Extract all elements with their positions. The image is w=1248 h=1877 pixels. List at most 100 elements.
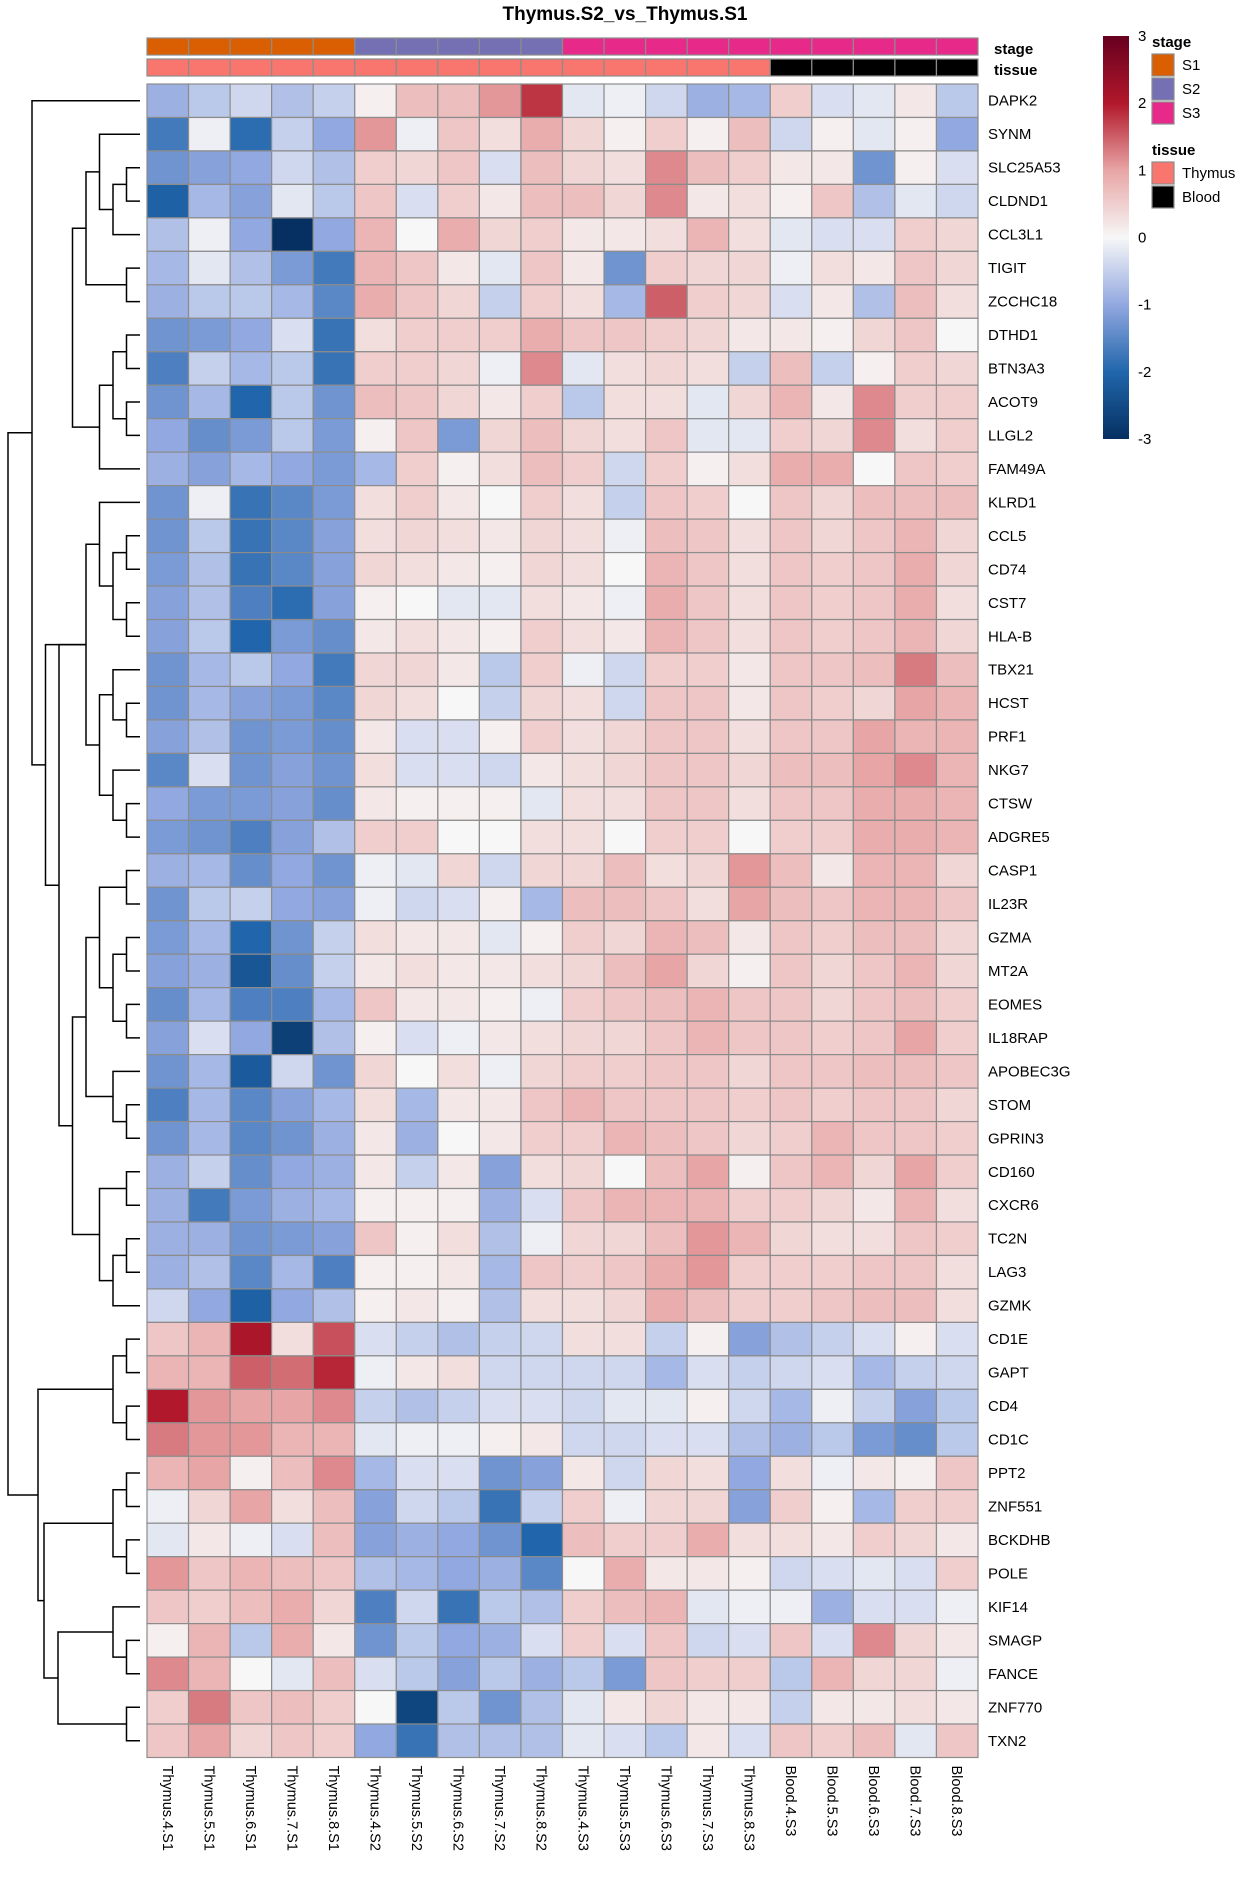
heatmap-cell bbox=[312, 1422, 356, 1457]
heatmap-cell bbox=[728, 83, 771, 119]
heatmap-cell bbox=[769, 1723, 813, 1759]
row-label: NKG7 bbox=[988, 762, 1029, 779]
heatmap-cell bbox=[811, 183, 854, 219]
heatmap-cell bbox=[437, 1087, 481, 1123]
dendrogram-branch bbox=[112, 351, 127, 420]
stage-annotation-cell bbox=[769, 37, 813, 56]
heatmap-cell bbox=[811, 485, 854, 520]
heatmap-cell bbox=[769, 752, 813, 788]
heatmap-cell bbox=[187, 1388, 231, 1424]
heatmap-cell bbox=[686, 1087, 730, 1123]
heatmap-cell bbox=[644, 1589, 688, 1625]
tissue-annotation-cell bbox=[478, 58, 522, 77]
row-label: GZMK bbox=[988, 1298, 1031, 1315]
heatmap-cell bbox=[478, 150, 522, 186]
heatmap-cell bbox=[852, 451, 896, 487]
heatmap-cell bbox=[935, 719, 979, 754]
heatmap-cell bbox=[146, 585, 190, 621]
heatmap-cell bbox=[229, 1689, 273, 1725]
heatmap-cell bbox=[644, 886, 688, 922]
heatmap-cell bbox=[437, 1388, 481, 1424]
row-label: BCKDHB bbox=[988, 1532, 1051, 1549]
column-label: Blood.5.S3 bbox=[824, 1766, 840, 1837]
heatmap-cell bbox=[187, 1154, 231, 1190]
heatmap-cell bbox=[354, 1154, 397, 1190]
heatmap-cell bbox=[561, 485, 605, 520]
heatmap-cell bbox=[561, 920, 605, 955]
color-scale-legend: 3 2 1 0 -1 -2 -3 bbox=[1103, 28, 1151, 448]
dendrogram-branch bbox=[125, 602, 140, 638]
stage-legend-swatch bbox=[1151, 101, 1175, 125]
heatmap-cell bbox=[728, 953, 771, 989]
heatmap-cell bbox=[852, 618, 896, 654]
heatmap-cell bbox=[395, 1422, 439, 1457]
heatmap-cell bbox=[561, 1489, 605, 1524]
heatmap-cell bbox=[187, 685, 231, 721]
heatmap-cell bbox=[852, 1388, 896, 1424]
heatmap-cell bbox=[852, 1154, 896, 1190]
heatmap-cell bbox=[603, 317, 647, 353]
heatmap-cell bbox=[187, 1689, 231, 1725]
heatmap-cell bbox=[935, 1489, 979, 1524]
heatmap-cell bbox=[644, 618, 688, 654]
heatmap-cell bbox=[728, 116, 771, 152]
color-scale-tick: 2 bbox=[1138, 95, 1146, 112]
tissue-annotation-cell bbox=[935, 58, 979, 77]
heatmap-cell bbox=[271, 351, 314, 386]
heatmap-cell bbox=[644, 1656, 688, 1692]
heatmap-cell bbox=[520, 752, 564, 788]
tissue-legend-label: Thymus bbox=[1182, 165, 1235, 182]
heatmap-cell bbox=[603, 1054, 647, 1089]
row-label: CD4 bbox=[988, 1398, 1018, 1415]
dendrogram-branch bbox=[125, 1338, 140, 1374]
heatmap-cell bbox=[520, 618, 564, 654]
heatmap-cell bbox=[852, 1623, 896, 1658]
heatmap-cell bbox=[478, 250, 522, 286]
heatmap-cell bbox=[935, 451, 979, 487]
heatmap-cell bbox=[603, 920, 647, 955]
heatmap-cell bbox=[271, 853, 314, 888]
heatmap-cell bbox=[187, 886, 231, 922]
heatmap-cell bbox=[603, 1321, 647, 1357]
heatmap-cell bbox=[561, 1656, 605, 1692]
stage-annotation-cell bbox=[935, 37, 979, 56]
heatmap-cell bbox=[686, 1656, 730, 1692]
heatmap-cell bbox=[520, 1087, 564, 1123]
heatmap-cell bbox=[728, 1154, 771, 1190]
heatmap-cell bbox=[852, 1254, 896, 1290]
heatmap-cell bbox=[894, 752, 938, 788]
heatmap-cell bbox=[686, 1288, 730, 1323]
heatmap-cell bbox=[520, 819, 564, 855]
heatmap-cell bbox=[437, 1221, 481, 1257]
heatmap-cell bbox=[478, 1187, 522, 1223]
heatmap-cell bbox=[146, 1489, 190, 1524]
heatmap-cell bbox=[271, 1254, 314, 1290]
heatmap-cell bbox=[561, 819, 605, 855]
heatmap-cell bbox=[603, 1388, 647, 1424]
heatmap-cell bbox=[644, 1623, 688, 1658]
heatmap-cell bbox=[811, 1288, 854, 1323]
heatmap-cell bbox=[769, 1020, 813, 1056]
heatmap-cell bbox=[769, 1489, 813, 1524]
heatmap-cell bbox=[728, 1087, 771, 1123]
heatmap-cell bbox=[395, 853, 439, 888]
heatmap-cell bbox=[395, 786, 439, 821]
row-label: TBX21 bbox=[988, 662, 1034, 679]
heatmap-cell bbox=[437, 652, 481, 688]
heatmap-cell bbox=[935, 1388, 979, 1424]
heatmap-cell bbox=[811, 1522, 854, 1558]
heatmap-cell bbox=[894, 317, 938, 353]
heatmap-cell bbox=[478, 1154, 522, 1190]
heatmap-cell bbox=[728, 284, 771, 319]
heatmap-cell bbox=[644, 1020, 688, 1056]
dendrogram-branch bbox=[112, 1355, 127, 1424]
heatmap-cell bbox=[437, 551, 481, 587]
heatmap-cell bbox=[229, 250, 273, 286]
heatmap-cell bbox=[935, 1020, 979, 1056]
heatmap-cell bbox=[852, 1288, 896, 1323]
heatmap-cell bbox=[271, 1589, 314, 1625]
heatmap-cell bbox=[520, 1723, 564, 1759]
heatmap-cell bbox=[852, 987, 896, 1022]
dendrogram-branch bbox=[125, 1003, 140, 1039]
